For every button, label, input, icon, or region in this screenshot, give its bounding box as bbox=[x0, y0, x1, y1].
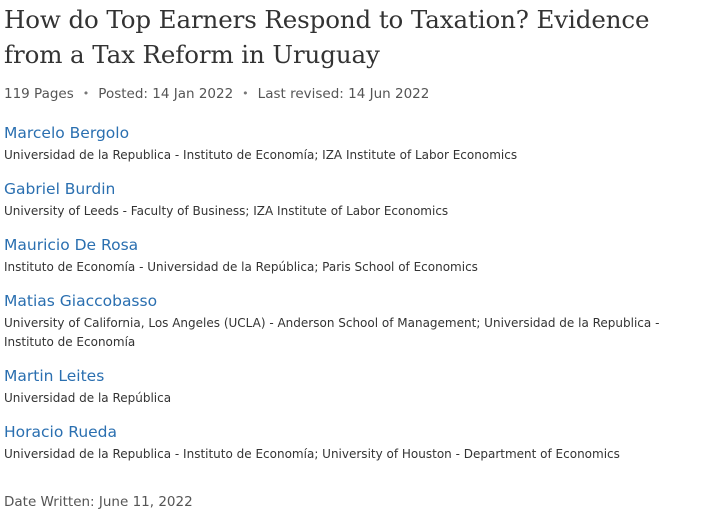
author-list: Marcelo Bergolo Universidad de la Republ… bbox=[4, 123, 714, 464]
author-entry: Matias Giaccobasso University of Califor… bbox=[4, 291, 714, 352]
paper-meta: 119 Pages • Posted: 14 Jan 2022 • Last revis… bbox=[4, 85, 714, 103]
paper-title: How do Top Earners Respond to Taxation? … bbox=[4, 5, 650, 69]
paper-header: How do Top Earners Respond to Taxation? … bbox=[4, 0, 714, 478]
author-link-horacio-rueda[interactable]: Horacio Rueda bbox=[4, 423, 118, 441]
author-link-matias-giaccobasso[interactable]: Matias Giaccobasso bbox=[4, 292, 158, 310]
meta-separator: • bbox=[242, 87, 249, 100]
author-link-mauricio-de-rosa[interactable]: Mauricio De Rosa bbox=[4, 236, 139, 254]
page-count: 119 Pages bbox=[4, 86, 74, 102]
author-link-marcelo-bergolo[interactable]: Marcelo Bergolo bbox=[4, 124, 130, 142]
author-entry: Gabriel Burdin University of Leeds - Fac… bbox=[4, 179, 714, 221]
author-link-gabriel-burdin[interactable]: Gabriel Burdin bbox=[4, 180, 116, 198]
author-entry: Martin Leites Universidad de la Repúblic… bbox=[4, 366, 714, 408]
author-link-martin-leites[interactable]: Martin Leites bbox=[4, 367, 105, 385]
last-revised-date: Last revised: 14 Jun 2022 bbox=[257, 86, 430, 102]
author-affiliation: Instituto de Economía - Universidad de l… bbox=[4, 260, 478, 274]
author-affiliation: Universidad de la Republica - Instituto … bbox=[4, 148, 518, 162]
posted-date: Posted: 14 Jan 2022 bbox=[98, 86, 234, 102]
author-affiliation: University of Leeds - Faculty of Busines… bbox=[4, 204, 449, 218]
author-affiliation: Universidad de la República bbox=[4, 391, 172, 405]
meta-separator: • bbox=[82, 87, 90, 100]
author-entry: Marcelo Bergolo Universidad de la Republ… bbox=[4, 123, 714, 165]
author-entry: Horacio Rueda Universidad de la Republic… bbox=[4, 422, 714, 464]
author-affiliation: Universidad de la Republica - Instituto … bbox=[4, 447, 620, 461]
date-written: Date Written: June 11, 2022 bbox=[4, 494, 193, 510]
author-affiliation: University of California, Los Angeles (U… bbox=[4, 316, 660, 349]
author-entry: Mauricio De Rosa Instituto de Economía -… bbox=[4, 235, 714, 277]
